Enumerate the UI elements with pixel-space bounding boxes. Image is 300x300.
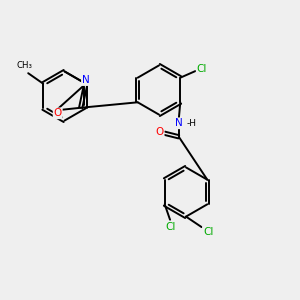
Text: Cl: Cl	[203, 226, 213, 237]
Text: O: O	[54, 108, 62, 118]
Text: -H: -H	[186, 119, 196, 128]
Text: Cl: Cl	[197, 64, 207, 74]
Text: N: N	[82, 75, 90, 85]
Text: Cl: Cl	[165, 221, 175, 232]
Text: N: N	[175, 118, 183, 128]
Text: O: O	[155, 127, 164, 137]
Text: CH₃: CH₃	[16, 61, 33, 70]
